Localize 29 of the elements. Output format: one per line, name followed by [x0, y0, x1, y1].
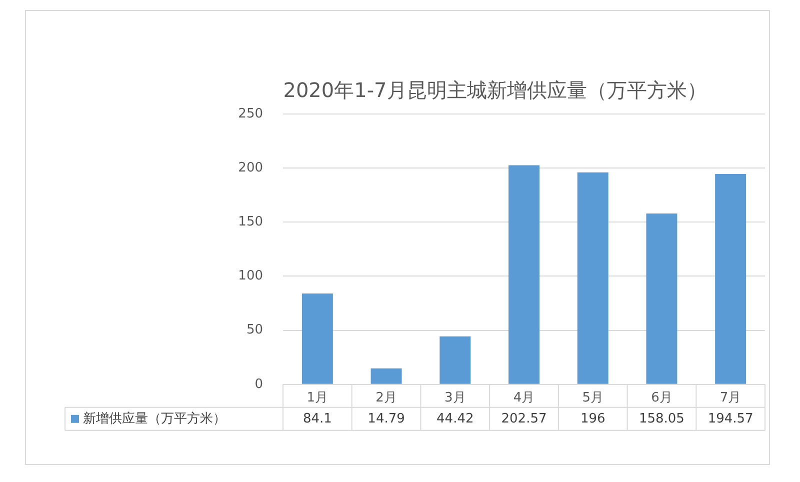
x-tick-label: 4月	[513, 390, 535, 406]
data-label: 194.57	[708, 411, 754, 426]
data-label: 196	[580, 411, 606, 426]
legend-label: 新增供应量（万平方米）	[83, 410, 226, 426]
data-label: 158.05	[638, 411, 684, 426]
x-tick-label: 3月	[444, 390, 466, 406]
data-label: 44.42	[436, 411, 474, 426]
x-tick-label: 5月	[582, 390, 604, 406]
bar	[508, 165, 540, 384]
y-tick-label: 50	[246, 322, 263, 338]
data-label: 202.57	[501, 411, 547, 426]
data-label: 84.1	[302, 411, 332, 426]
bar	[646, 213, 678, 384]
chart-title: 2020年1-7月昆明主城新增供应量（万平方米）	[283, 78, 707, 102]
y-tick-label: 100	[238, 268, 263, 284]
y-tick-label: 250	[238, 106, 263, 122]
y-tick-label: 150	[238, 214, 263, 230]
bar	[302, 293, 333, 384]
data-label: 14.79	[368, 411, 405, 426]
bar	[440, 336, 471, 384]
bar	[715, 174, 746, 384]
bar	[577, 172, 608, 384]
x-tick-label: 6月	[651, 390, 672, 406]
y-tick-label: 0	[254, 376, 263, 392]
bar	[370, 368, 402, 384]
y-tick-label: 200	[238, 160, 263, 176]
x-tick-label: 2月	[376, 390, 397, 406]
x-tick-label: 1月	[306, 390, 328, 406]
x-tick-label: 7月	[720, 390, 742, 406]
